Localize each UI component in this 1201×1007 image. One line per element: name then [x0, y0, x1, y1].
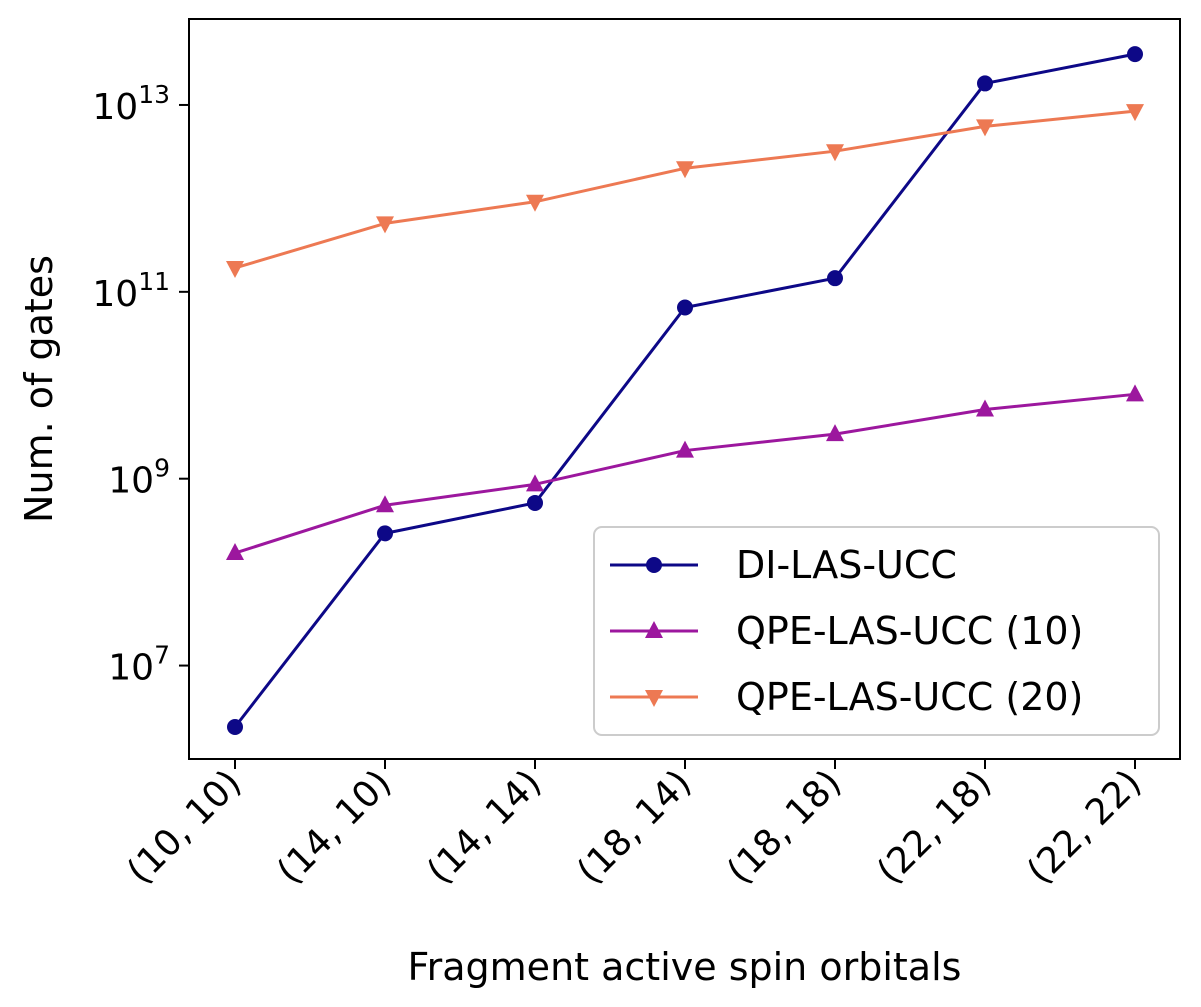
- series-2-point-4: [676, 440, 694, 458]
- series-2-point-6: [976, 399, 994, 417]
- plot-series-group: [226, 46, 1144, 736]
- series-2-point-3: [526, 474, 544, 492]
- series-1-point-5: [827, 270, 843, 287]
- y-tick-label-4: 1013: [92, 80, 170, 128]
- series-3-point-3: [526, 194, 544, 212]
- series-1-point-7: [1127, 46, 1143, 63]
- y-tick-label-3: 1011: [92, 267, 170, 315]
- series-3-point-4: [676, 161, 694, 179]
- series-2-point-1: [226, 543, 244, 561]
- legend-entry-3: QPE-LAS-UCC (20): [736, 675, 1083, 719]
- legend-entry-1: DI-LAS-UCC: [736, 543, 957, 587]
- legend-swatch-marker-1: [646, 557, 662, 573]
- series-2-point-2: [376, 495, 394, 513]
- series-3-point-2: [376, 216, 394, 234]
- y-axis-title: Num. of gates: [17, 255, 61, 523]
- series-3-point-5: [826, 144, 844, 162]
- series-3-point-6: [976, 119, 994, 137]
- y-tick-label-2: 109: [108, 454, 170, 502]
- series-1-point-2: [377, 525, 393, 542]
- legend: DI-LAS-UCC QPE-LAS-UCC (10) QPE-LAS-UCC (2…: [593, 526, 1160, 736]
- series-1-point-3: [527, 494, 543, 511]
- series-3-point-1: [226, 260, 244, 278]
- legend-entry-2: QPE-LAS-UCC (10): [736, 609, 1083, 653]
- legend-box: [593, 526, 1160, 736]
- y-tick-label-1: 107: [108, 641, 170, 689]
- series-1-point-6: [977, 75, 993, 92]
- y-axis-ticks: 107 109 1011 1013: [92, 80, 189, 689]
- series-2-point-5: [826, 424, 844, 442]
- series-2-point-7: [1126, 384, 1144, 402]
- series-1-point-1: [227, 719, 243, 736]
- series-3-point-7: [1126, 104, 1144, 122]
- legend-swatch-marker-3: [645, 690, 663, 707]
- series-1-point-4: [677, 299, 693, 316]
- legend-swatch-marker-2: [645, 621, 663, 638]
- x-axis-title: Fragment active spin orbitals: [408, 945, 962, 989]
